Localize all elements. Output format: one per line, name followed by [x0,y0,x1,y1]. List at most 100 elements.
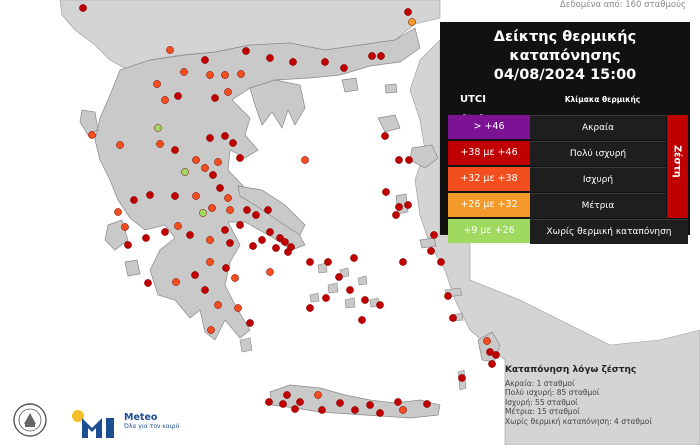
station-marker-very-strong [306,304,314,312]
station-marker-strong [224,88,232,96]
station-marker-very-strong [404,201,412,209]
station-marker-very-strong [321,58,329,66]
station-marker-very-strong [236,154,244,162]
station-marker-very-strong [296,398,304,406]
station-marker-very-strong [318,406,326,414]
source-note: Δεδομένα από: 160 σταθμούς [559,0,686,10]
station-marker-very-strong [221,132,229,140]
legend-row-extreme: > +46 Ακραία [448,115,666,140]
station-marker-very-strong [437,258,445,266]
station-marker-strong [192,156,200,164]
station-marker-very-strong [186,231,194,239]
station-marker-very-strong [264,206,272,214]
station-marker-very-strong [246,319,254,327]
station-stats: Καταπόνηση λόγω ζέστης Ακραία: 1 σταθμοί… [505,365,652,427]
stats-line: Ισχυρή: 55 σταθμοί [505,397,578,407]
station-marker-very-strong [392,211,400,219]
station-marker-strong [399,406,407,414]
station-marker-very-strong [124,241,132,249]
station-marker-very-strong [322,294,330,302]
legend-range: +32 με +38 [448,167,530,191]
title-line-2: 04/08/2024 15:00 [493,67,637,83]
station-marker-strong [114,208,122,216]
station-marker-very-strong [306,258,314,266]
utci-header: UTCI [°C] [459,94,486,125]
station-marker-strong [483,337,491,345]
legend-row-strong: +32 με +38 Ισχυρή [448,167,666,192]
station-marker-very-strong [276,234,284,242]
station-marker-very-strong [283,391,291,399]
station-marker-very-strong [324,258,332,266]
station-marker-very-strong [382,188,390,196]
station-marker-very-strong [171,192,179,200]
station-marker-strong [201,164,209,172]
station-marker-strong [206,258,214,266]
station-marker-very-strong [266,228,274,236]
stats-line: Ακραία: 1 σταθμοί [505,378,575,388]
station-marker-strong [88,131,96,139]
station-marker-very-strong [423,400,431,408]
observatory-seal-icon [13,403,47,437]
station-marker-very-strong [144,279,152,287]
station-marker-strong [207,326,215,334]
station-marker-very-strong [346,286,354,294]
stats-title: Καταπόνηση λόγω ζέστης [505,365,637,375]
scale-header: Κλίμακα θερμικής καταπόνησης [564,95,641,124]
station-marker-strong [121,223,129,231]
heat-category-bar: Ζέστη [667,115,688,218]
station-marker-very-strong [488,360,496,368]
station-marker-strong [234,304,242,312]
corfu [79,109,99,136]
station-marker-strong [214,301,222,309]
station-marker-strong [116,141,124,149]
station-marker-strong [172,278,180,286]
legend-label: Ισχυρή [530,167,666,192]
title-line-1: Δείκτης θερμικής καταπόνησης [493,29,637,64]
station-marker-very-strong [201,286,209,294]
station-marker-very-strong [266,54,274,62]
station-marker-strong [153,80,161,88]
station-marker-strong [314,391,322,399]
station-marker-very-strong [340,64,348,72]
station-marker-strong [237,70,245,78]
station-marker-very-strong [395,156,403,164]
station-marker-very-strong [361,296,369,304]
legend-range: +26 με +32 [448,193,530,217]
station-marker-strong [166,46,174,54]
station-marker-very-strong [191,271,199,279]
station-marker-very-strong [242,47,250,55]
station-marker-strong [231,274,239,282]
station-marker-very-strong [206,134,214,142]
station-marker-very-strong [161,228,169,236]
legend-label: Πολύ ισχυρή [530,141,666,166]
station-marker-very-strong [174,92,182,100]
station-marker-very-strong [221,226,229,234]
meteo-logo-icon [72,410,114,438]
station-marker-strong [226,206,234,214]
kythira [239,337,253,353]
station-marker-strong [206,71,214,79]
station-marker-very-strong [249,242,257,250]
station-marker-very-strong [381,132,389,140]
station-marker-very-strong [130,196,138,204]
station-marker-none [199,209,207,217]
station-marker-very-strong [399,258,407,266]
station-marker-very-strong [284,248,292,256]
station-marker-very-strong [458,374,466,382]
station-marker-very-strong [146,191,154,199]
crete [269,384,441,419]
legend-row-very-strong: +38 με +46 Πολύ ισχυρή [448,141,666,166]
legend-range: > +46 [448,115,530,139]
station-marker-very-strong [236,221,244,229]
station-marker-very-strong [377,52,385,60]
station-marker-very-strong [350,254,358,262]
station-marker-very-strong [243,206,251,214]
station-marker-very-strong [258,236,266,244]
thasos [341,77,359,93]
station-marker-very-strong [226,239,234,247]
station-marker-very-strong [79,4,87,12]
station-marker-strong [174,222,182,230]
station-marker-very-strong [395,203,403,211]
station-marker-very-strong [291,405,299,413]
